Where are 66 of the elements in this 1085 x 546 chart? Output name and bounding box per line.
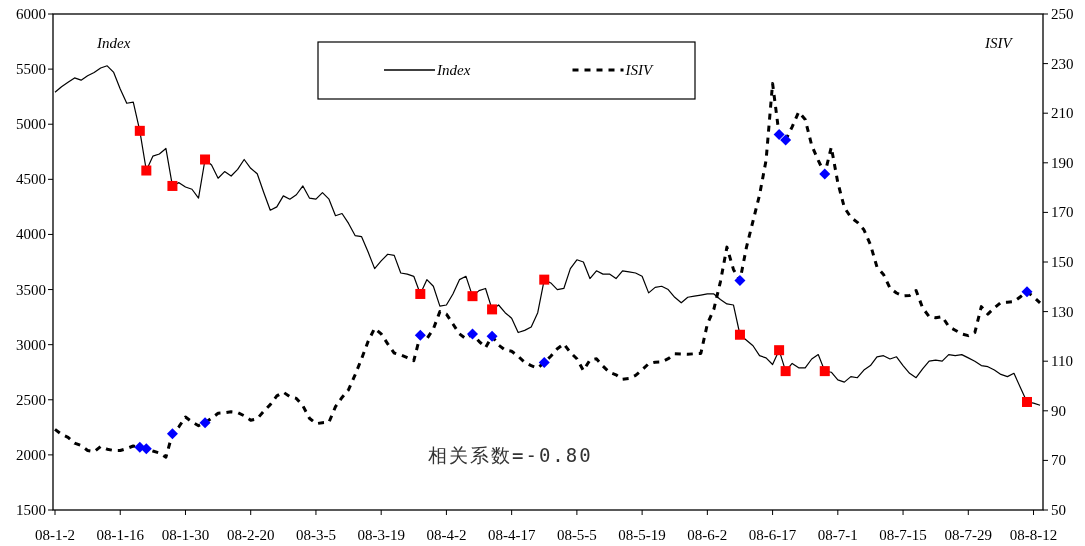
point bbox=[773, 129, 785, 141]
x-tick-label: 08-4-17 bbox=[487, 527, 536, 543]
y-tick-label: 1500 bbox=[16, 502, 46, 518]
x-tick-label: 08-3-5 bbox=[295, 527, 336, 543]
point bbox=[1022, 396, 1032, 407]
x-tick-label: 08-4-2 bbox=[426, 527, 467, 543]
y2-tick-label: 230 bbox=[1051, 55, 1074, 72]
x-tick-label: 08-1-30 bbox=[161, 527, 210, 543]
x-tick-label: 08-7-1 bbox=[817, 527, 858, 543]
point bbox=[134, 125, 145, 136]
y2-tick-label: 50 bbox=[1051, 502, 1066, 518]
point bbox=[141, 165, 152, 176]
annotation: 相关系数=-0.80 bbox=[428, 444, 593, 466]
point bbox=[819, 168, 831, 180]
y-tick-label: 2000 bbox=[16, 446, 46, 463]
y2-tick-label: 250 bbox=[1051, 6, 1074, 22]
x-tick-label: 08-6-2 bbox=[687, 527, 728, 543]
point bbox=[414, 329, 426, 341]
x-tick-label: 08-1-16 bbox=[96, 527, 145, 543]
point bbox=[415, 288, 426, 299]
point bbox=[539, 274, 550, 285]
y2-tick-label: 130 bbox=[1051, 303, 1074, 320]
point bbox=[467, 328, 478, 340]
y-tick-label: 3000 bbox=[16, 336, 46, 353]
y2-tick-label: 210 bbox=[1051, 105, 1074, 122]
y-tick-label: 6000 bbox=[16, 6, 46, 22]
legend-label: ISIV bbox=[624, 62, 654, 78]
x-tick-label: 08-7-29 bbox=[944, 527, 993, 543]
y2-tick-label: 70 bbox=[1051, 452, 1066, 469]
point bbox=[199, 417, 211, 429]
y2-tick-label: 110 bbox=[1051, 353, 1073, 370]
x-tick-label: 08-7-15 bbox=[879, 527, 927, 543]
y-tick-label: 3500 bbox=[16, 281, 46, 298]
y2-tick-label: 150 bbox=[1051, 254, 1074, 270]
y-axis-title: Index bbox=[96, 35, 131, 51]
point bbox=[734, 329, 745, 340]
point bbox=[166, 428, 178, 440]
y-tick-label: 4000 bbox=[16, 226, 46, 243]
point bbox=[734, 275, 746, 287]
x-tick-label: 08-3-19 bbox=[357, 527, 405, 543]
point bbox=[486, 330, 498, 342]
x-tick-label: 08-8-12 bbox=[1009, 527, 1058, 543]
point bbox=[167, 180, 178, 191]
point bbox=[1021, 286, 1033, 298]
x-tick-label: 08-6-17 bbox=[748, 527, 797, 543]
y-tick-label: 4500 bbox=[16, 171, 46, 188]
y-tick-label: 2500 bbox=[16, 391, 46, 408]
y2-axis-title: ISIV bbox=[984, 35, 1014, 51]
x-tick-label: 08-5-19 bbox=[618, 527, 666, 543]
point bbox=[200, 154, 211, 165]
y2-tick-label: 190 bbox=[1051, 154, 1074, 171]
y-tick-label: 5500 bbox=[16, 61, 46, 78]
point bbox=[538, 356, 550, 368]
y-tick-label: 5000 bbox=[16, 116, 46, 133]
point bbox=[487, 304, 498, 315]
y2-tick-label: 170 bbox=[1051, 204, 1074, 221]
legend-label: Index bbox=[436, 62, 471, 78]
x-tick-label: 08-2-20 bbox=[226, 527, 275, 543]
point bbox=[467, 291, 478, 302]
y2-tick-label: 90 bbox=[1051, 402, 1066, 419]
point bbox=[780, 134, 792, 146]
point bbox=[819, 366, 830, 377]
x-tick-label: 08-1-2 bbox=[35, 527, 75, 543]
x-tick-label: 08-5-5 bbox=[556, 527, 597, 543]
point bbox=[774, 345, 785, 356]
point bbox=[780, 366, 791, 377]
